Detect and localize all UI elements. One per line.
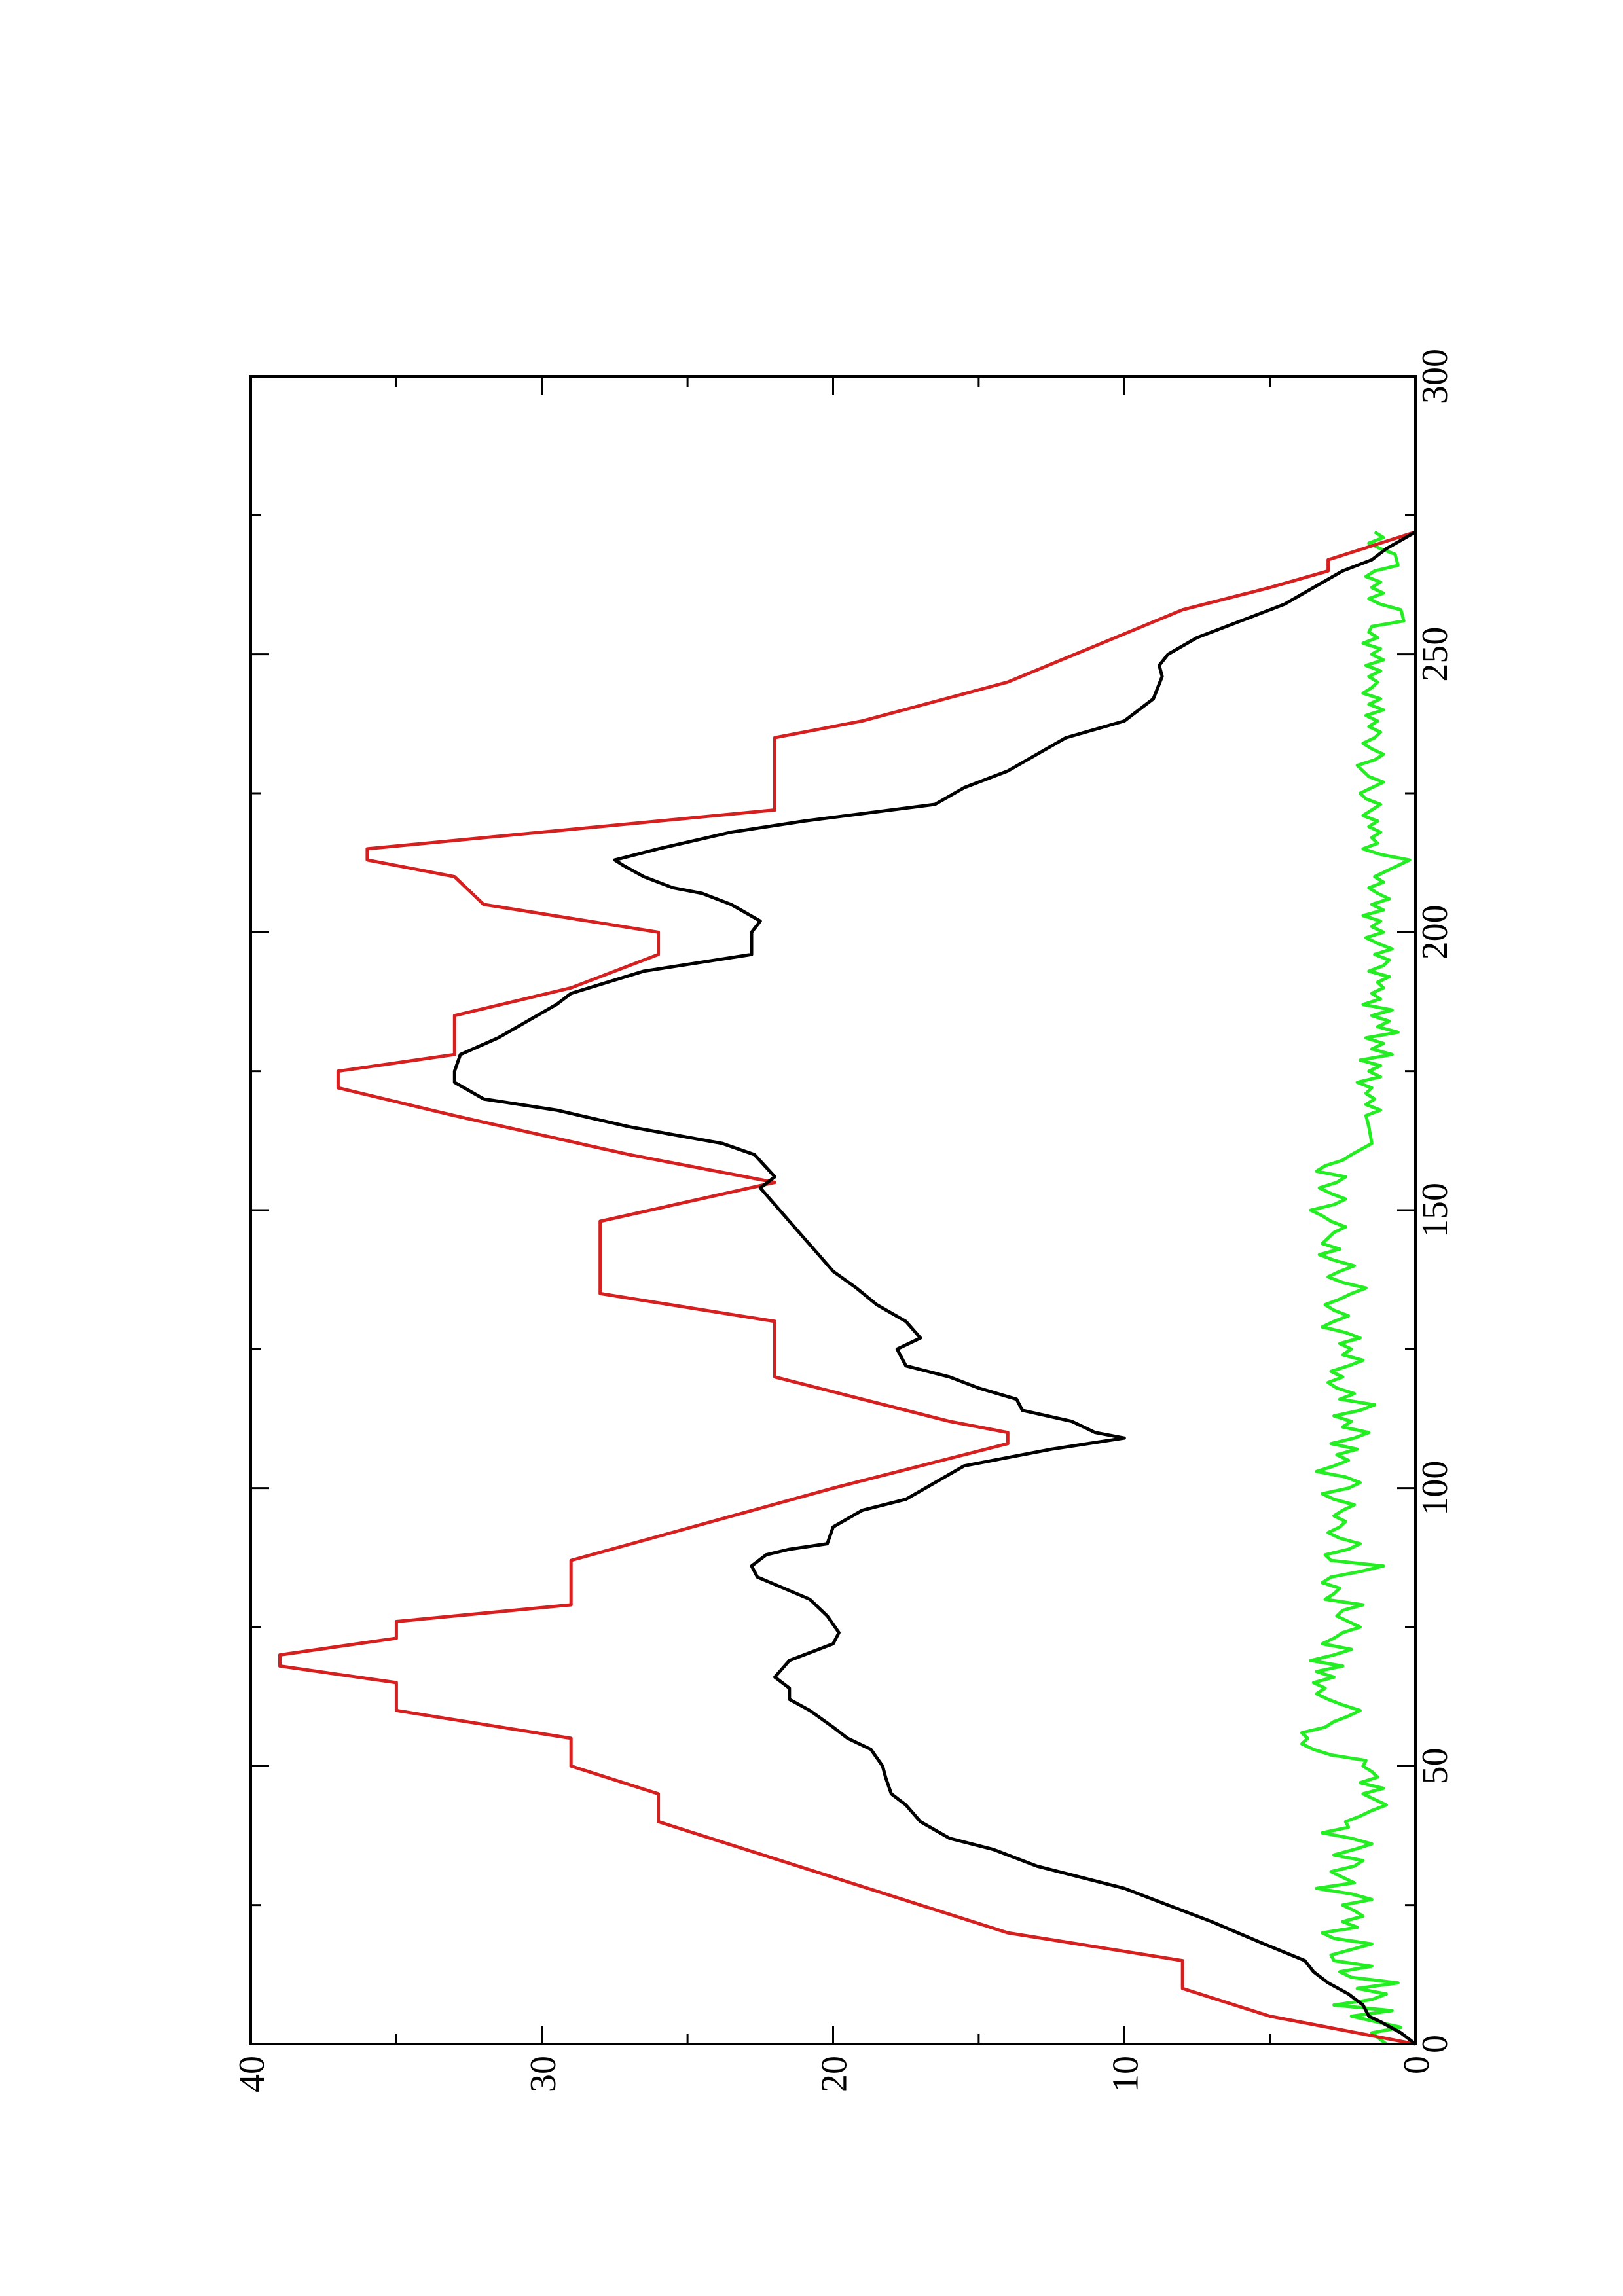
y-tick-label: 30 — [523, 2056, 564, 2092]
x-tick-label: 0 — [1415, 2035, 1455, 2053]
x-tick-label: 250 — [1415, 627, 1455, 682]
x-tick-label: 100 — [1415, 1461, 1455, 1516]
y-tick-label: 10 — [1105, 2056, 1146, 2092]
series-lines — [278, 530, 1417, 2046]
tick-labels: 0 50 100 150 200 250 300 0 10 20 30 40 — [232, 349, 1455, 2092]
x-tick-label: 50 — [1415, 1748, 1455, 1784]
x-tick-label: 150 — [1415, 1183, 1455, 1238]
y-tick-label: 0 — [1396, 2056, 1437, 2074]
y-tick-label: 40 — [232, 2056, 272, 2092]
series-line-1 — [452, 530, 1417, 2045]
x-tick-label: 200 — [1415, 905, 1455, 960]
series-line-0 — [278, 530, 1416, 2046]
y-tick-label: 20 — [814, 2056, 855, 2092]
series-line-2 — [1300, 530, 1412, 2045]
plot-frame — [249, 375, 1417, 2045]
axis-ticks — [249, 375, 1417, 2045]
x-tick-label: 300 — [1415, 349, 1455, 404]
